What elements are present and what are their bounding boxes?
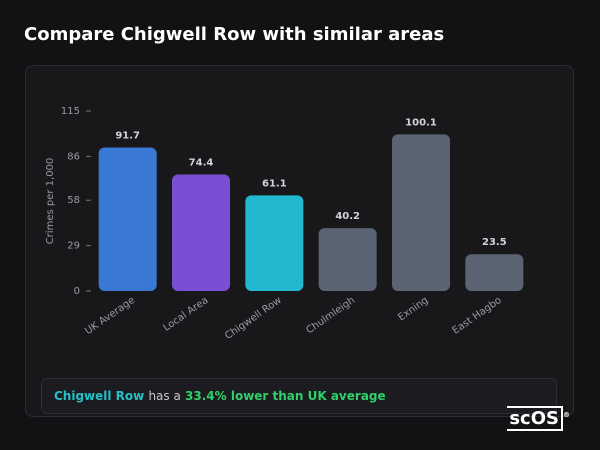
value-label: 91.7 xyxy=(115,130,140,141)
summary-area: Chigwell Row xyxy=(54,389,145,403)
x-tick-label: Chigwell Row xyxy=(223,295,284,342)
y-tick-label: 0 xyxy=(74,286,80,297)
y-tick-label: 86 xyxy=(67,151,80,162)
y-axis-label: Crimes per 1,000 xyxy=(45,158,56,245)
summary-box: Chigwell Row has a 33.4% lower than UK a… xyxy=(41,378,557,414)
bar xyxy=(245,195,304,291)
x-tick-label: Exning xyxy=(396,295,430,324)
summary-text: has a xyxy=(148,389,181,403)
x-tick-label: East Hagbo xyxy=(451,295,504,337)
logo-text: scOS xyxy=(507,406,563,431)
x-tick-label: Local Area xyxy=(161,295,210,334)
y-tick-label: 115 xyxy=(61,106,80,117)
x-tick-label: UK Average xyxy=(83,295,137,337)
bar xyxy=(465,254,524,291)
summary-comparison: 33.4% lower than UK average xyxy=(185,389,386,403)
y-tick-label: 58 xyxy=(67,195,80,206)
bar xyxy=(98,147,157,291)
logo-mark: ® xyxy=(563,411,570,419)
value-label: 100.1 xyxy=(405,117,437,128)
value-label: 74.4 xyxy=(189,158,214,169)
x-tick-label: Chulmleigh xyxy=(304,295,357,336)
value-label: 23.5 xyxy=(482,237,507,248)
bar xyxy=(392,134,450,291)
bar xyxy=(172,174,230,291)
value-label: 40.2 xyxy=(335,211,360,222)
bar xyxy=(318,228,377,291)
y-tick-label: 29 xyxy=(67,241,80,252)
page-title: Compare Chigwell Row with similar areas xyxy=(24,24,445,45)
logo: scOS ® xyxy=(507,406,570,431)
value-label: 61.1 xyxy=(262,178,287,189)
